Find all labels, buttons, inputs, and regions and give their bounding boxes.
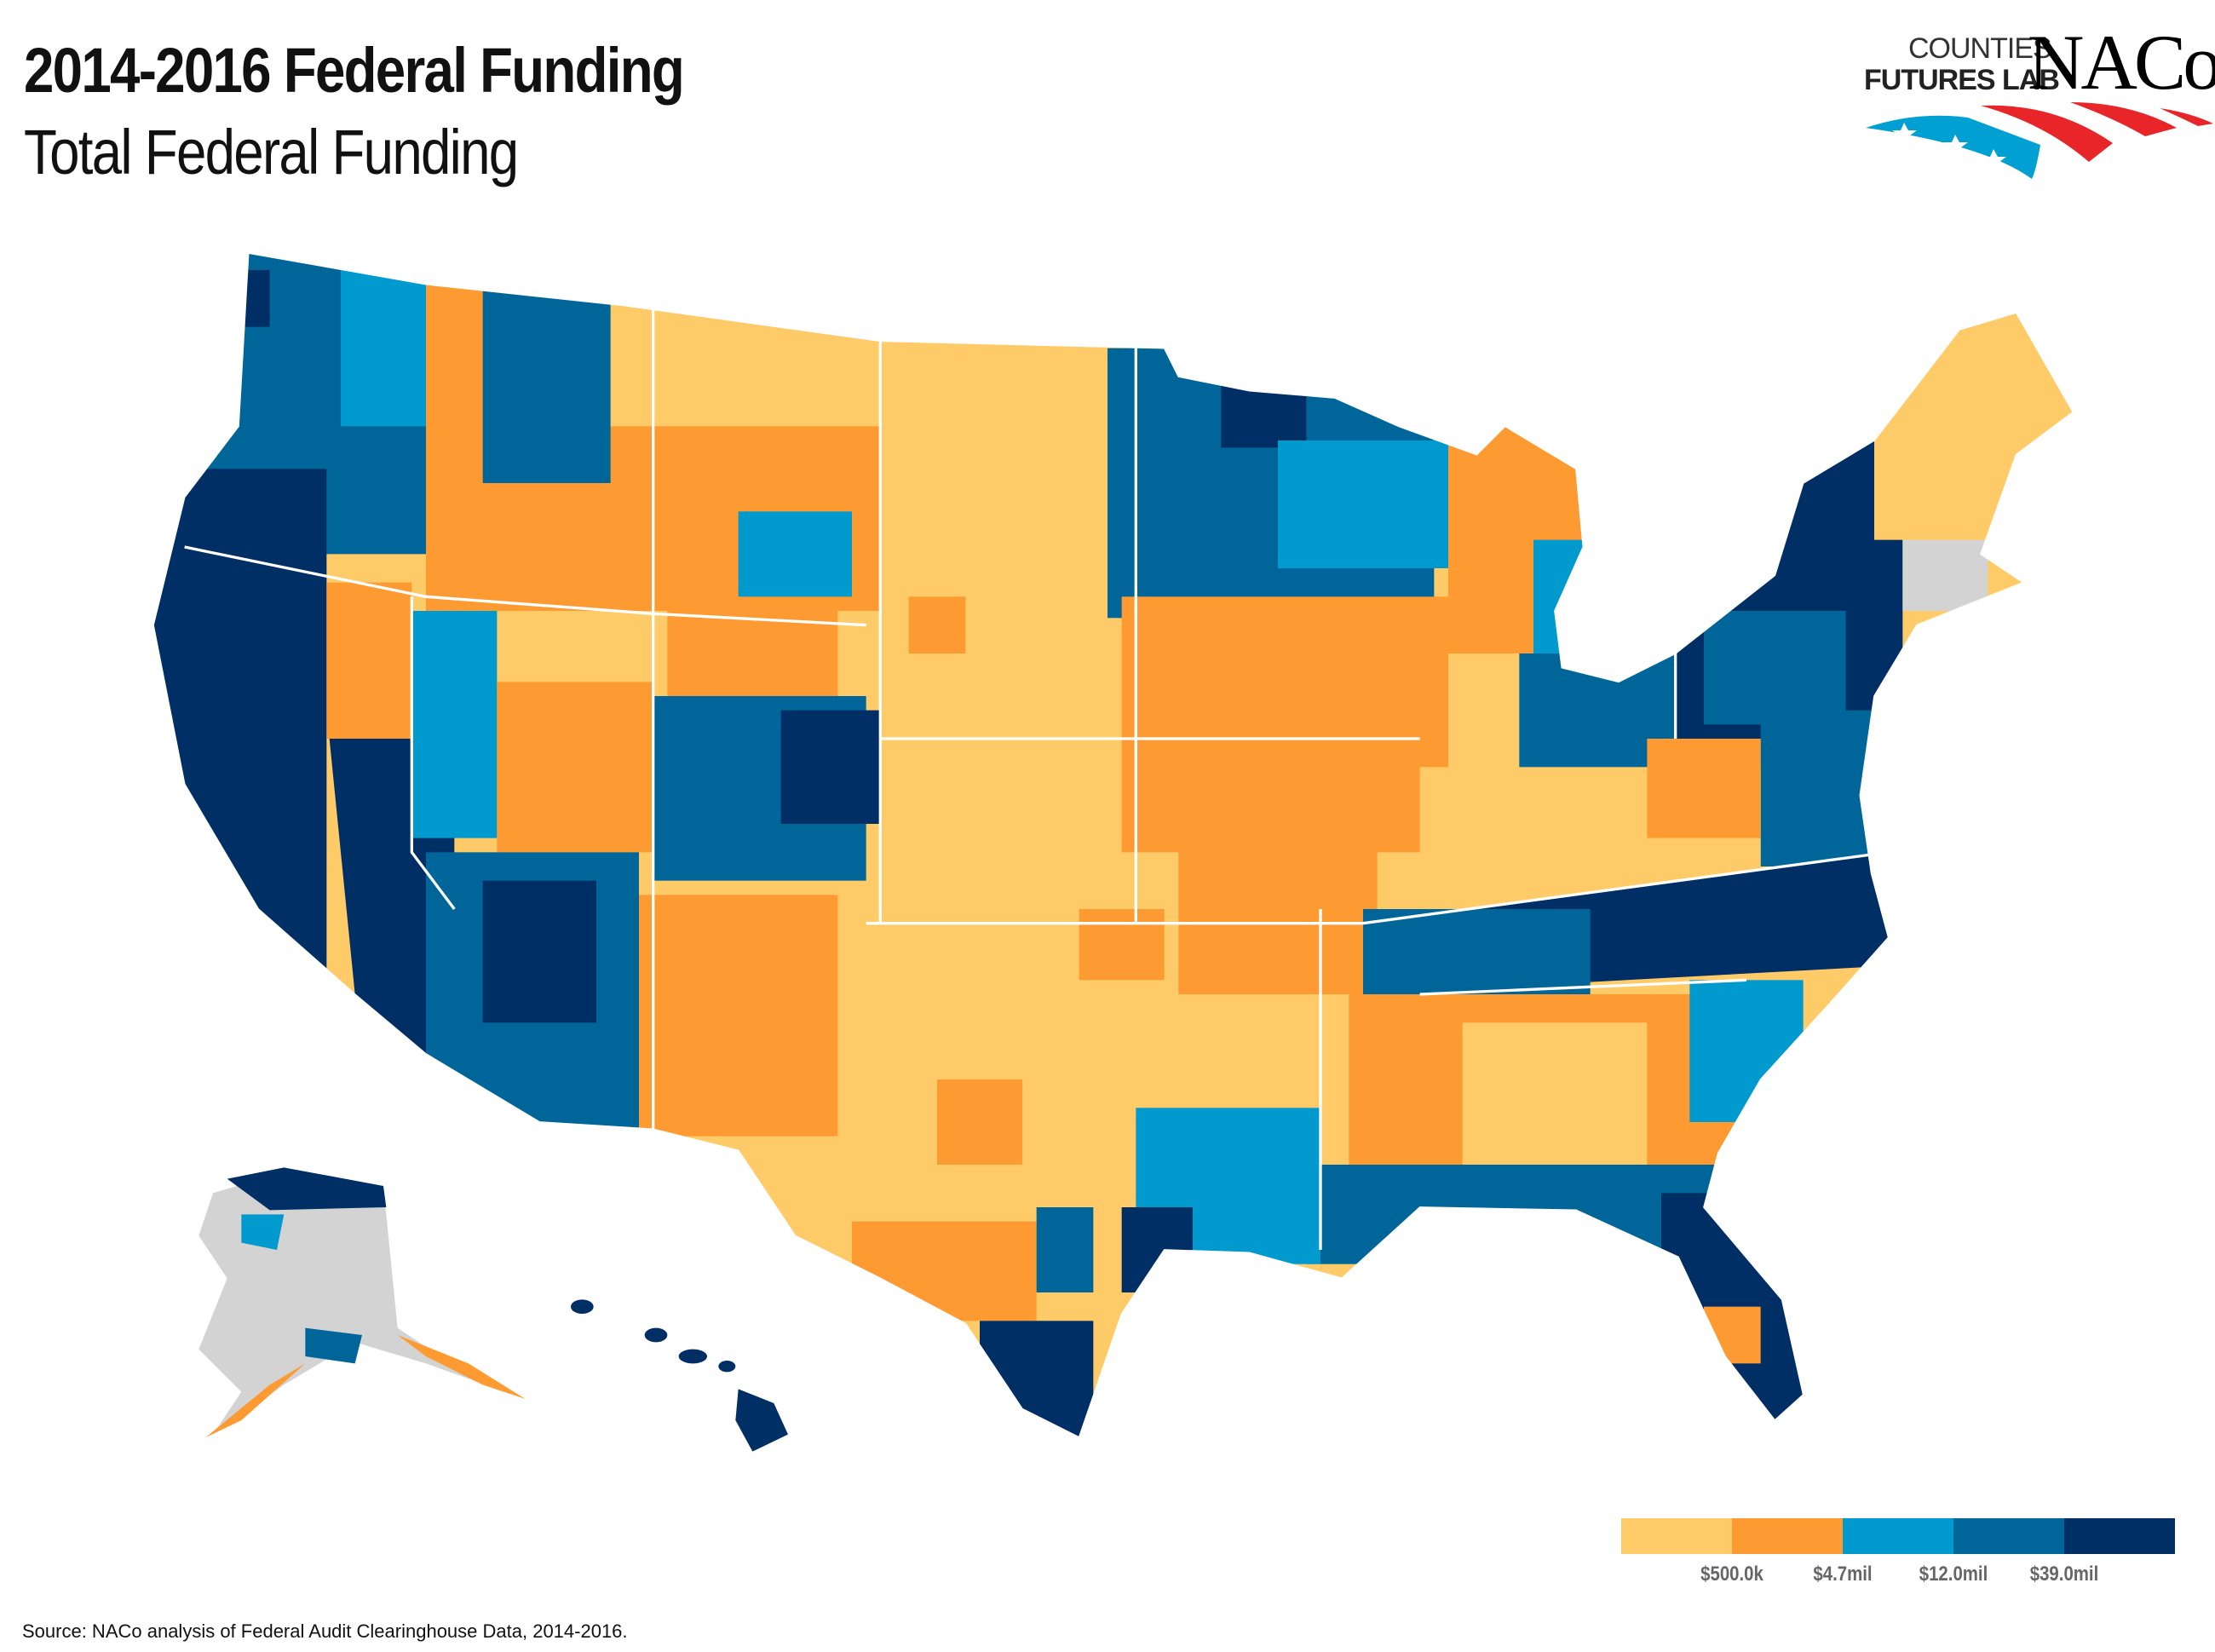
alaska <box>198 1167 526 1437</box>
legend-label: $500.0k <box>1700 1563 1763 1586</box>
legend-labels: $500.0k $4.7mil $12.0mil $39.0mil <box>0 1563 2215 1597</box>
source-note: Source: NACo analysis of Federal Audit C… <box>22 1620 628 1642</box>
legend-label: $39.0mil <box>2029 1563 2099 1586</box>
legend-swatch-4 <box>1953 1518 2064 1554</box>
legend-swatch-1 <box>1621 1518 1732 1554</box>
legend-label: $12.0mil <box>1919 1563 1988 1586</box>
logo-naco: NACo <box>2028 19 2215 106</box>
naco-logo: COUNTIES FUTURES LAB NACo <box>1857 17 2215 187</box>
flag-swoosh-icon <box>1866 102 2213 179</box>
legend <box>1621 1518 2175 1554</box>
logo-counties: COUNTIES <box>1908 32 2052 65</box>
legend-swatch-3 <box>1843 1518 1953 1554</box>
legend-swatch-2 <box>1732 1518 1843 1554</box>
hawaii <box>571 1299 788 1452</box>
legend-swatch-5 <box>2064 1518 2175 1554</box>
logo-futures-lab: FUTURES LAB <box>1864 64 2060 96</box>
page-title: 2014-2016 Federal Funding <box>24 35 685 106</box>
page-subtitle: Total Federal Funding <box>24 117 519 187</box>
legend-label: $4.7mil <box>1813 1563 1873 1586</box>
